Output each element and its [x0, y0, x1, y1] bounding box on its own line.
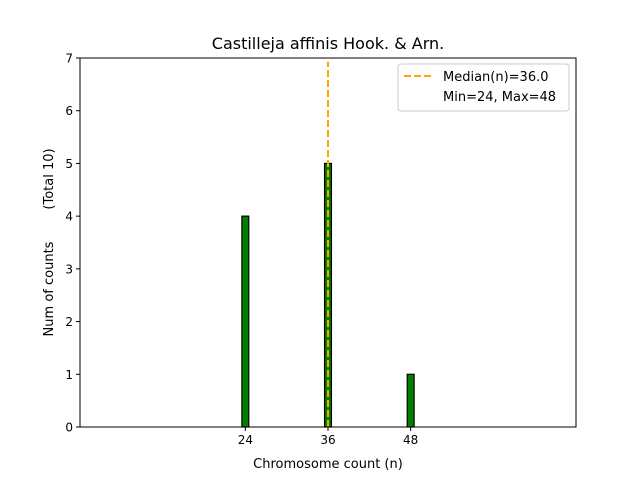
legend-entry-median: Median(n)=36.0 [443, 70, 549, 85]
x-axis-label: Chromosome count (n) [253, 457, 403, 472]
y-axis-total-label: (Total 10) [42, 148, 57, 209]
x-tick-label: 36 [320, 433, 335, 447]
y-tick-label: 1 [65, 368, 73, 382]
x-tick-label: 24 [238, 433, 253, 447]
legend-entry-minmax: Min=24, Max=48 [443, 90, 556, 105]
chart-title: Castilleja affinis Hook. & Arn. [212, 34, 444, 53]
bar-24 [241, 215, 250, 428]
x-axis-ticks: 24 36 48 [238, 427, 418, 447]
x-tick-label: 48 [403, 433, 418, 447]
y-tick-label: 0 [65, 421, 73, 435]
bar-48 [406, 373, 415, 428]
legend: Median(n)=36.0 Min=24, Max=48 [397, 63, 570, 112]
y-tick-label: 4 [65, 210, 73, 224]
y-tick-label: 6 [65, 104, 73, 118]
y-tick-label: 5 [65, 157, 73, 171]
y-tick-label: 7 [65, 52, 73, 66]
y-axis-label: Num of counts [42, 241, 57, 336]
legend-box [397, 63, 570, 112]
y-tick-label: 2 [65, 315, 73, 329]
y-tick-label: 3 [65, 262, 73, 276]
y-axis-ticks: 0 1 2 3 4 5 6 7 [65, 52, 80, 435]
